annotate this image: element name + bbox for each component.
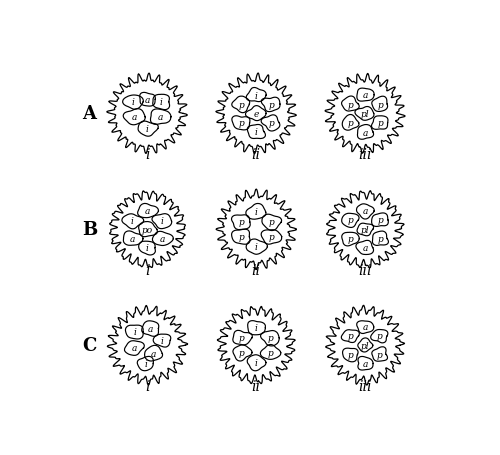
Text: p: p: [238, 233, 244, 242]
Text: i: i: [145, 263, 150, 277]
Text: iii: iii: [358, 147, 372, 162]
Text: p: p: [238, 101, 244, 109]
Text: i: i: [134, 328, 136, 337]
Text: po: po: [142, 225, 153, 234]
Text: iii: iii: [358, 263, 372, 277]
Text: i: i: [145, 379, 150, 393]
Text: i: i: [255, 91, 258, 101]
Text: i: i: [146, 125, 149, 134]
Text: ii: ii: [252, 263, 261, 277]
Text: i: i: [161, 217, 164, 226]
Text: pl: pl: [361, 341, 370, 350]
Text: a: a: [362, 91, 368, 100]
Text: i: i: [255, 324, 258, 333]
Text: a: a: [132, 113, 138, 122]
Text: a: a: [130, 235, 135, 243]
Text: a: a: [362, 323, 368, 332]
Text: a: a: [158, 113, 163, 122]
Text: p: p: [347, 235, 353, 243]
Text: a: a: [144, 96, 150, 105]
Text: p: p: [347, 119, 353, 128]
Text: i: i: [160, 98, 163, 107]
Text: p: p: [238, 218, 244, 227]
Text: i: i: [146, 243, 149, 253]
Text: i: i: [255, 358, 258, 367]
Text: a: a: [150, 349, 156, 358]
Text: p: p: [377, 332, 382, 340]
Text: a: a: [362, 359, 368, 368]
Text: p: p: [268, 119, 274, 128]
Text: a: a: [160, 235, 165, 243]
Text: a: a: [144, 207, 150, 216]
Text: p: p: [377, 119, 383, 128]
Text: i: i: [255, 208, 258, 217]
Text: a: a: [132, 344, 136, 353]
Text: i: i: [144, 359, 147, 368]
Text: p: p: [268, 101, 274, 109]
Text: p: p: [238, 119, 244, 128]
Text: a: a: [362, 128, 368, 137]
Text: iii: iii: [358, 379, 372, 393]
Text: p: p: [348, 332, 354, 340]
Text: pl: pl: [361, 110, 370, 119]
Text: p: p: [268, 334, 274, 343]
Text: a: a: [362, 207, 368, 216]
Text: p: p: [268, 233, 274, 242]
Text: i: i: [145, 147, 150, 162]
Text: i: i: [131, 217, 134, 226]
Text: a: a: [362, 243, 368, 253]
Text: i: i: [255, 243, 258, 252]
Text: i: i: [161, 336, 164, 345]
Text: B: B: [82, 221, 97, 239]
Text: A: A: [82, 105, 96, 123]
Text: C: C: [82, 336, 96, 354]
Text: p: p: [347, 101, 353, 109]
Text: ii: ii: [252, 379, 261, 393]
Text: a: a: [148, 324, 154, 333]
Text: p: p: [377, 216, 383, 225]
Text: p: p: [268, 348, 274, 357]
Text: p: p: [348, 350, 354, 359]
Text: p: p: [377, 101, 383, 109]
Text: p: p: [377, 350, 382, 359]
Text: p: p: [268, 218, 274, 227]
Text: p: p: [239, 334, 245, 343]
Text: pl: pl: [361, 225, 370, 234]
Text: p: p: [347, 216, 353, 225]
Text: p: p: [239, 348, 245, 357]
Text: ii: ii: [252, 147, 261, 162]
Text: i: i: [132, 98, 135, 107]
Text: e: e: [254, 110, 259, 119]
Text: i: i: [255, 128, 258, 137]
Text: p: p: [377, 235, 383, 243]
